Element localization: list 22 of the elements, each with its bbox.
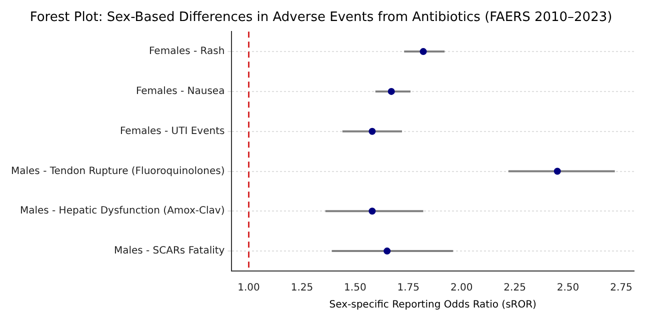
y-tick-label: Females - Rash (148, 46, 225, 58)
y-tick-label: Males - Tendon Rupture (Fluoroquinolones) (10, 166, 225, 177)
x-axis-title: Sex-specific Reporting Odds Ratio (sROR) (329, 300, 537, 311)
point (420, 48, 427, 56)
x-tick-label: 1.00 (238, 282, 260, 294)
x-tick-label: 2.25 (504, 282, 526, 294)
x-tick-label: 1.25 (290, 282, 314, 294)
y-tick-label: Males - Hepatic Dysfunction (Amox-Clav) (20, 206, 225, 217)
x-tick-label: 2.75 (610, 282, 632, 294)
point (554, 168, 561, 175)
chart-title: Forest Plot: Sex-Based Differences in Adverse Events from Antibiotics (FAERS 2010–2023) (30, 10, 612, 26)
point (388, 88, 395, 95)
point (368, 128, 376, 135)
y-tick-label: Males - SCARs Fatality (114, 246, 225, 257)
point (368, 208, 376, 215)
y-tick-label: Females - UTI Events (120, 126, 225, 137)
x-tick-label: 1.50 (344, 282, 366, 294)
x-tick-label: 2.00 (450, 282, 473, 294)
x-tick-label: 1.75 (397, 282, 420, 294)
x-tick-label: 2.50 (556, 282, 580, 294)
point (384, 248, 391, 255)
y-tick-label: Females - Nausea (136, 86, 225, 98)
